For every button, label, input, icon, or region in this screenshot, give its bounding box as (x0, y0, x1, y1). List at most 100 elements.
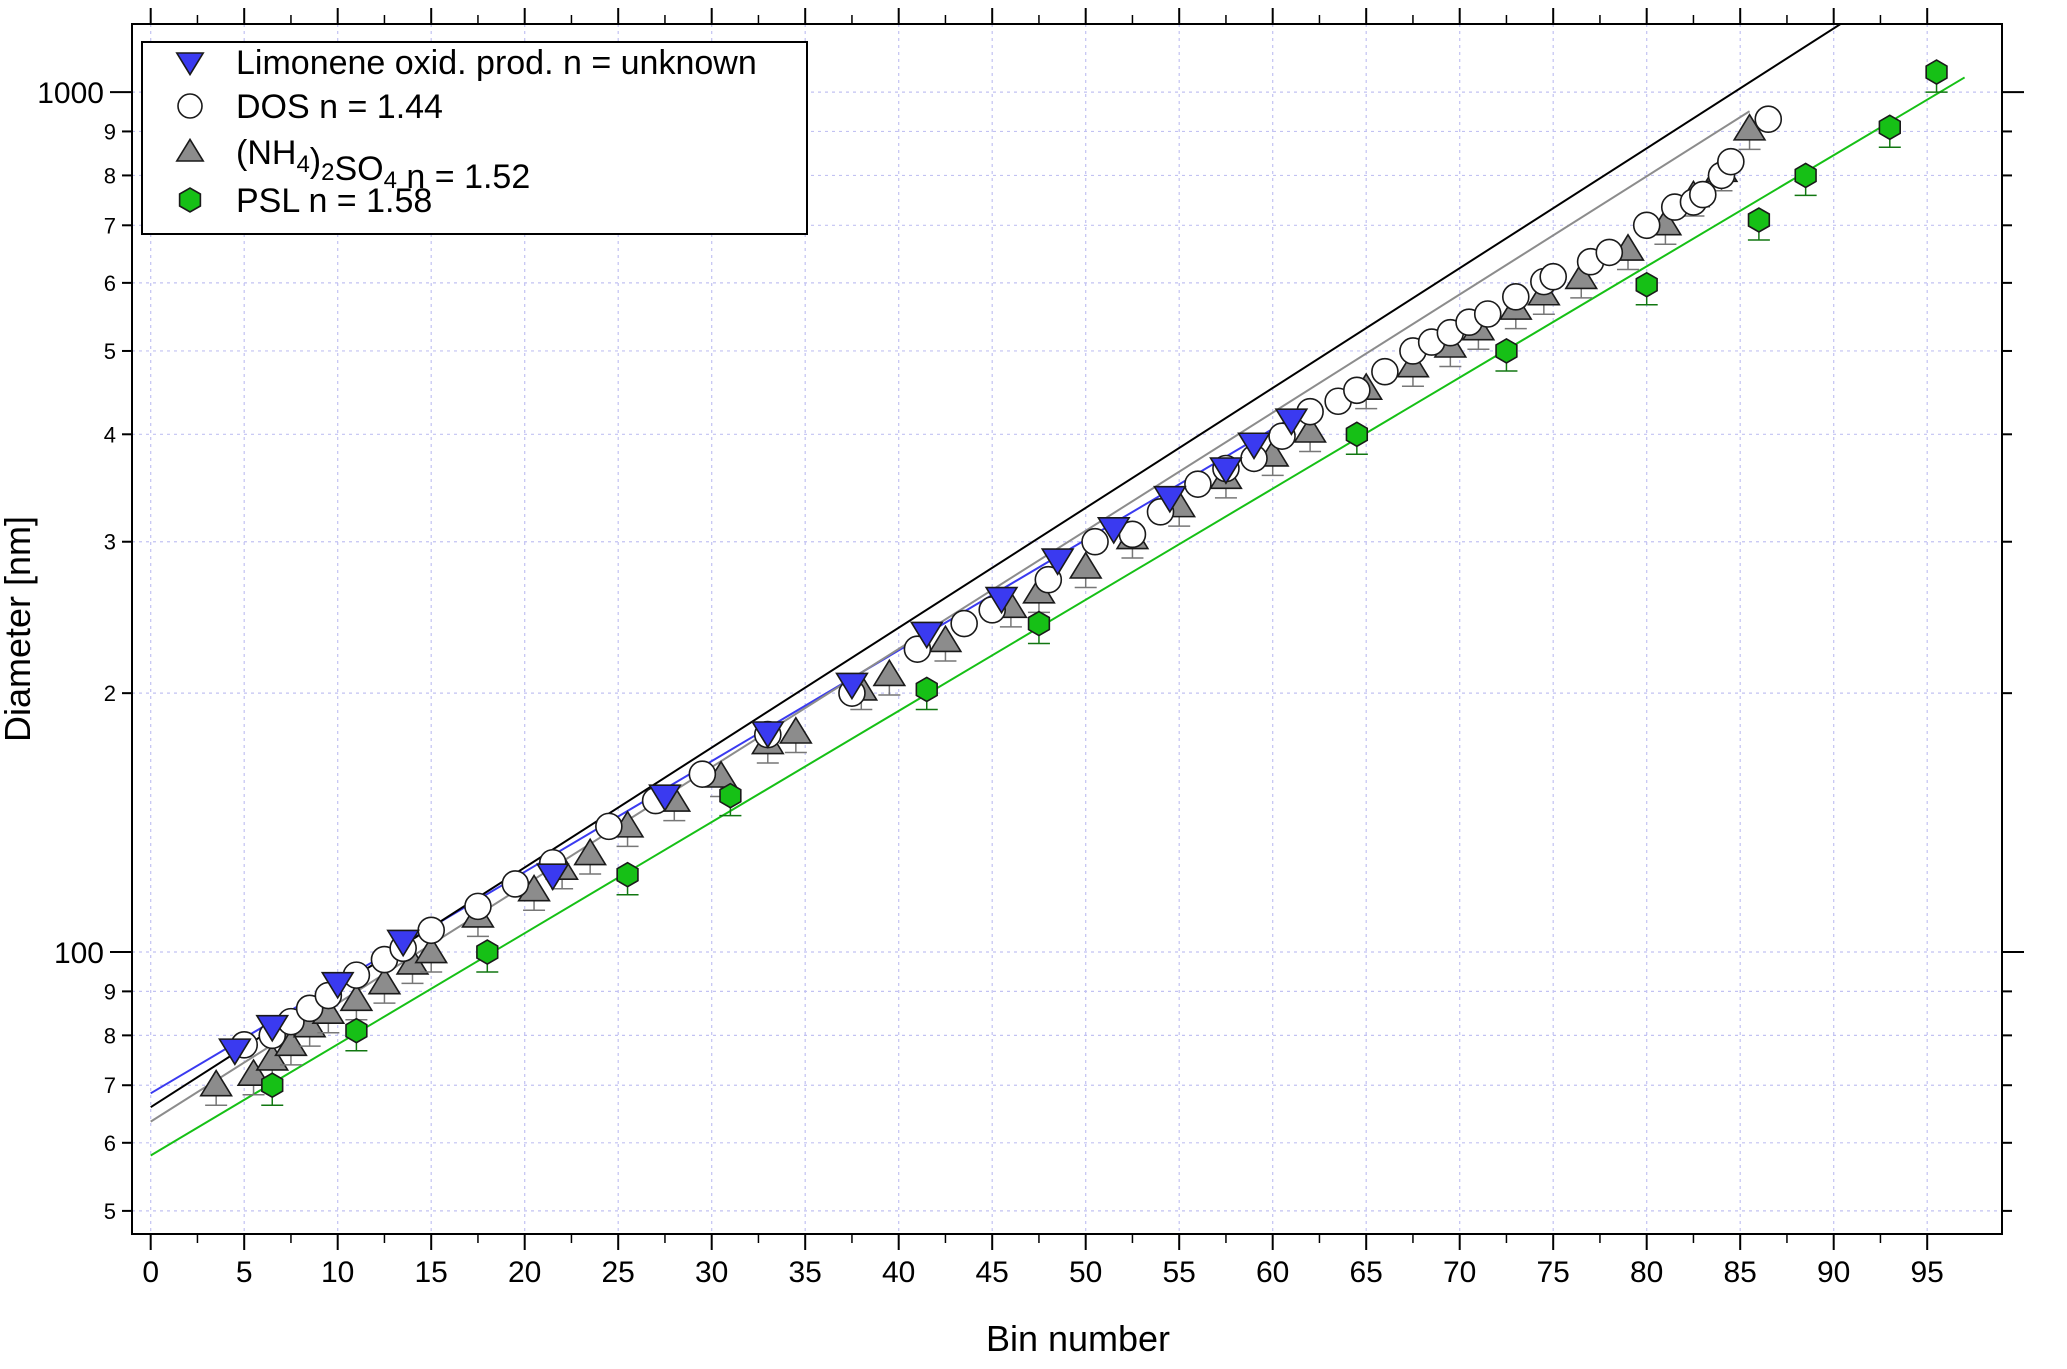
x-tick-label: 5 (236, 1256, 253, 1289)
x-tick-label: 80 (1630, 1256, 1663, 1289)
x-tick-label: 90 (1817, 1256, 1850, 1289)
axes: 0 5 10 15 20 25 30 35 40 45 50 55 60 65 70 75 80 85 90 9556… (37, 8, 2024, 1289)
data-point (1878, 114, 1901, 141)
y-minor-tick-label: 9 (104, 119, 116, 144)
data-point (1237, 432, 1271, 460)
data-point (1635, 271, 1658, 298)
data-point (835, 672, 869, 701)
legend-marker (177, 93, 203, 119)
y-major-tick-label: 100 (54, 937, 104, 970)
data-point (872, 658, 907, 687)
x-tick-label: 95 (1911, 1256, 1944, 1289)
data-point (1473, 300, 1502, 328)
x-tick-label: 20 (508, 1256, 541, 1289)
data-point (1345, 421, 1369, 448)
x-tick-label: 70 (1443, 1256, 1476, 1289)
data-point (345, 1017, 368, 1044)
x-tick-label: 55 (1163, 1256, 1196, 1289)
data-point (199, 1068, 233, 1097)
legend-text: n = 1.52 (397, 158, 530, 196)
data-point (1068, 551, 1103, 579)
y-minor-tick-label: 5 (104, 1199, 116, 1224)
y-minor-tick-label: 6 (104, 271, 116, 296)
x-tick-label: 25 (602, 1256, 635, 1289)
x-tick-label: 35 (789, 1256, 822, 1289)
data-point (984, 586, 1019, 615)
data-point (750, 721, 785, 749)
data-point (950, 609, 978, 638)
data-point (595, 812, 623, 841)
x-tick-label: 85 (1724, 1256, 1757, 1289)
data-point (719, 782, 742, 809)
data-point (1717, 147, 1745, 176)
y-axis-label: Diameter [nm] (0, 516, 38, 742)
legend-subscript: 2 (321, 159, 334, 186)
legend: Limonene oxid. prod. n = unknown DOS n = … (141, 41, 808, 235)
legend-label: Limonene oxid. prod. n = unknown (236, 44, 757, 82)
y-minor-tick-label: 6 (104, 1131, 116, 1156)
legend-box (141, 41, 808, 235)
data-point (573, 837, 607, 866)
plot-frame (131, 23, 2003, 1235)
data-point (1754, 105, 1783, 133)
y-major-tick-label: 1000 (37, 77, 104, 110)
data-point (320, 971, 355, 1000)
y-minor-tick-label: 8 (104, 163, 116, 188)
legend-subscript: 4 (384, 167, 397, 194)
y-minor-tick-label: 2 (104, 681, 116, 706)
x-tick-label: 75 (1537, 1256, 1570, 1289)
data-point (1595, 238, 1624, 267)
data-point (1632, 211, 1661, 240)
data-point (386, 929, 420, 958)
y-minor-tick-label: 9 (104, 979, 116, 1004)
data-point (915, 676, 938, 703)
legend-label: PSL n = 1.58 (236, 182, 432, 220)
data-point (1153, 485, 1187, 514)
data-point (779, 716, 813, 744)
data-point (1343, 376, 1371, 405)
data-point (261, 1072, 284, 1099)
data-point (1293, 415, 1327, 443)
x-tick-label: 10 (321, 1256, 354, 1289)
data-point (464, 892, 492, 921)
data-point (1502, 283, 1530, 311)
data-point (1096, 516, 1131, 545)
data-point (909, 621, 944, 650)
legend-marker (175, 137, 205, 162)
legend-text: ) (310, 142, 321, 180)
fit-line (150, 110, 1751, 1123)
data-point (648, 784, 682, 812)
data-point (1081, 527, 1109, 556)
legend-label: DOS n = 1.44 (236, 88, 443, 126)
x-axis-label: Bin number (986, 1318, 1170, 1359)
y-minor-tick-label: 7 (104, 1073, 116, 1098)
data-point (1564, 261, 1599, 290)
x-tick-label: 40 (882, 1256, 915, 1289)
data-point (688, 760, 717, 788)
y-minor-tick-label: 4 (104, 422, 116, 447)
x-tick-label: 0 (142, 1256, 159, 1289)
x-tick-label: 65 (1350, 1256, 1383, 1289)
legend-text: SO (334, 150, 383, 188)
data-point (1689, 180, 1717, 209)
data-point (1209, 457, 1243, 485)
data-point (1747, 207, 1771, 233)
data-point (1184, 470, 1212, 498)
data-point (339, 983, 374, 1012)
y-minor-tick-label: 7 (104, 213, 116, 238)
data-point (255, 1014, 290, 1043)
data-point (476, 939, 499, 965)
legend-text: (NH (236, 134, 296, 172)
data-point (928, 624, 963, 653)
x-tick-label: 60 (1256, 1256, 1289, 1289)
data-point (1925, 59, 1948, 86)
legend-label: (NH4)2SO4 n = 1.52 (236, 134, 530, 196)
data-point (417, 916, 446, 945)
x-tick-label: 50 (1069, 1256, 1102, 1289)
legend-marker (175, 52, 205, 77)
data-point (1794, 162, 1817, 189)
y-minor-tick-label: 5 (104, 339, 116, 364)
data-point (218, 1038, 252, 1066)
x-tick-label: 45 (976, 1256, 1009, 1289)
